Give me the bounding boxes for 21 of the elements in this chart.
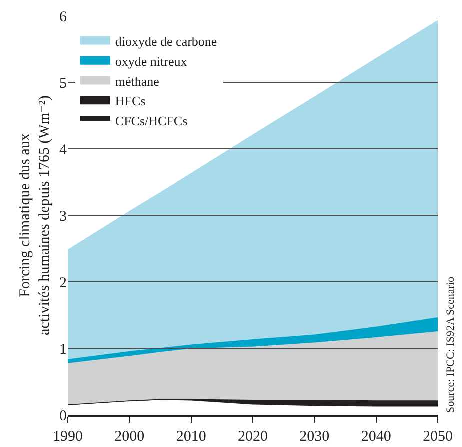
y-tick-label: 4 <box>60 142 68 158</box>
y-axis-title: Forcing climatique dus aux activités humaines depuis 1765 (Wm⁻²) <box>17 96 53 336</box>
legend-label: oxyde nitreux <box>115 54 188 69</box>
y-tick-label: 2 <box>60 275 67 292</box>
legend-label: CFCs/HCFCs <box>115 114 188 129</box>
x-tick-label: 2050 <box>423 428 453 445</box>
y-tick-label: 1 <box>60 342 67 358</box>
x-tick-label: 2030 <box>300 428 330 445</box>
source-note: Source: IPCC: IS92A Scenario <box>444 276 457 413</box>
legend-label: méthane <box>115 74 160 89</box>
y-tick-label: 0 <box>60 408 67 424</box>
x-tick-label: 2040 <box>361 428 392 445</box>
x-tick-label: 1990 <box>53 428 83 445</box>
x-tick-label: 2000 <box>114 428 145 445</box>
legend-label: dioxyde de carbone <box>115 34 218 49</box>
y-tick-label: 6 <box>60 9 68 26</box>
y-tick-label: 3 <box>60 208 67 225</box>
x-tick-label: 2020 <box>238 428 268 445</box>
x-tick-label: 2010 <box>176 428 206 445</box>
y-tick-label: 5 <box>60 76 67 92</box>
legend-label: HFCs <box>115 94 146 109</box>
